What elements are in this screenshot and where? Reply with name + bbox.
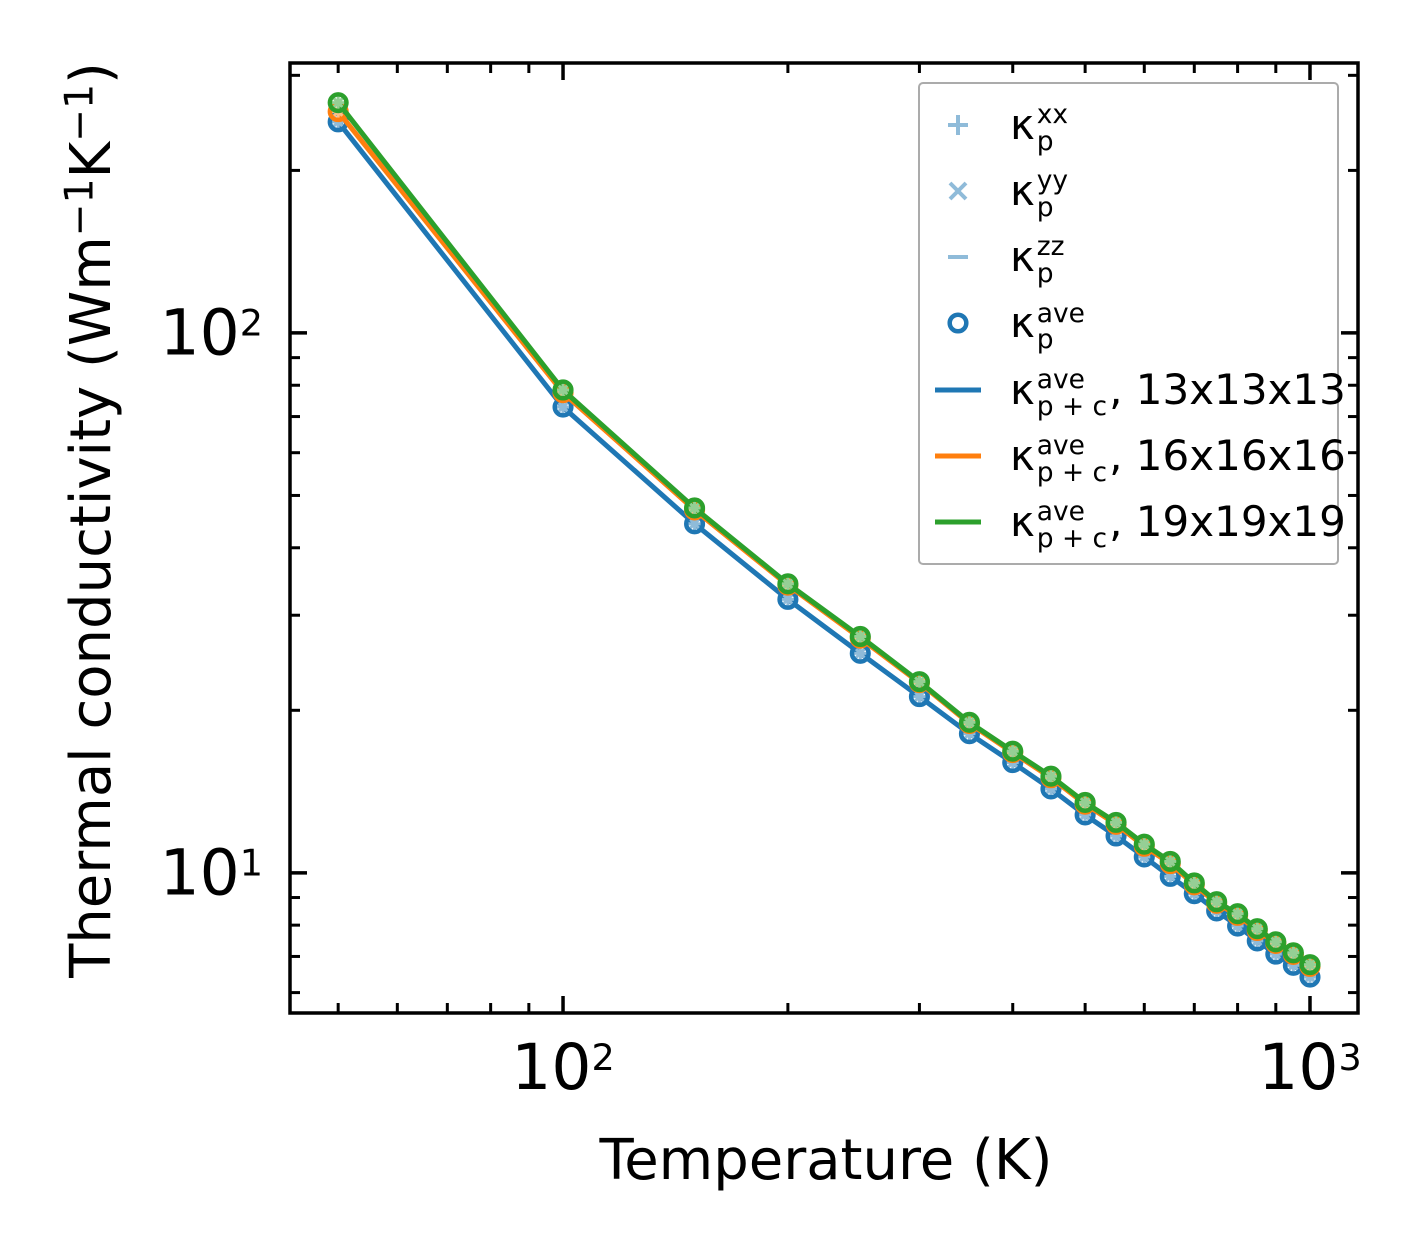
legend-item-kp-zz: κ zz p: [920, 230, 1337, 290]
y-axis-label: Thermal conductivity (Wm−1K−1): [57, 62, 125, 978]
legend-label-kp-yy: κ yy p: [1010, 165, 1069, 224]
orange-line-icon: [932, 434, 984, 478]
legend-item-kp-yy: κ yy p: [920, 164, 1337, 224]
x-tick-100: 102: [511, 1031, 615, 1104]
green-line-icon: [932, 500, 984, 544]
y-tick-10: 101: [159, 836, 263, 910]
legend-label-kpc-13: κ ave p + c, 13x13x13: [1010, 363, 1346, 422]
legend-item-kp-xx: κ xx p: [920, 98, 1337, 158]
dash-marker-icon: [932, 235, 984, 279]
cross-marker-icon: [932, 169, 984, 213]
plus-marker-icon: [932, 103, 984, 147]
x-axis-label: Temperature (K): [599, 1128, 1053, 1193]
legend-label-kpc-16: κ ave p + c, 16x16x16: [1010, 429, 1346, 488]
legend-label-kp-zz: κ zz p: [1010, 231, 1065, 290]
circle-marker-icon: [932, 301, 984, 345]
blue-line-icon: [932, 368, 984, 412]
legend-item-kp-ave: κ ave p: [920, 297, 1337, 356]
legend-label-kp-ave: κ ave p: [1010, 297, 1085, 356]
legend-label-kpc-19: κ ave p + c, 19x19x19: [1010, 496, 1346, 555]
x-tick-1000: 103: [1258, 1031, 1362, 1104]
legend-item-kpc-13: κ ave p + c, 13x13x13: [920, 363, 1346, 420]
legend-item-kpc-19: κ ave p + c, 19x19x19: [920, 495, 1346, 552]
legend-label-kp-xx: κ xx p: [1010, 99, 1069, 158]
legend-item-kpc-16: κ ave p + c, 16x16x16: [920, 429, 1346, 486]
y-tick-100: 102: [159, 296, 263, 370]
legend: κ xx p κ yy p κ zz p κ ave p κ ave p + c, 13x13x13…: [918, 82, 1346, 565]
